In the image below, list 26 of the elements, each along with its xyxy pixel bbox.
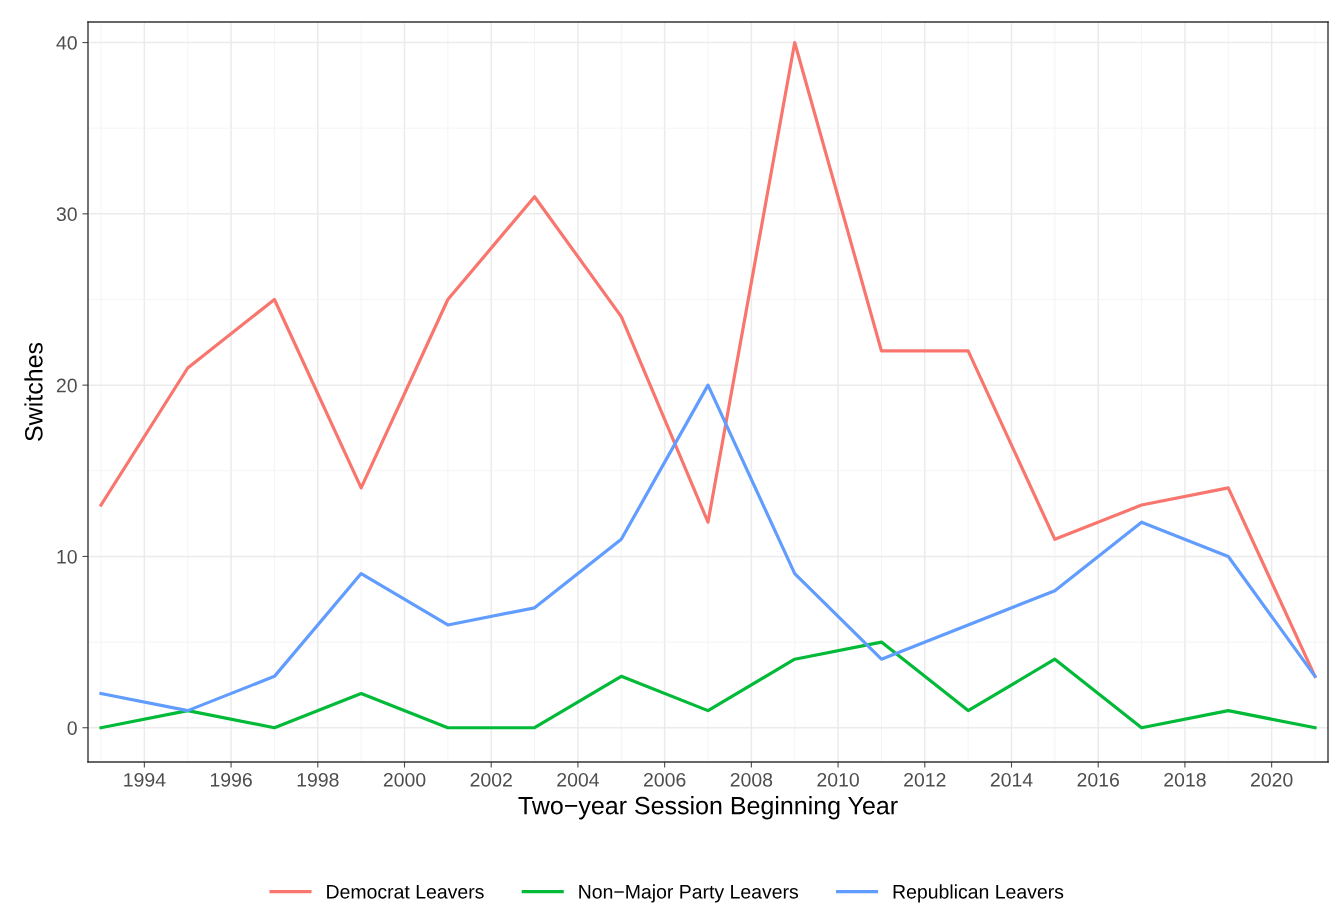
legend-label: Republican Leavers [893, 884, 1064, 903]
x-tick-label: 2006 [644, 772, 686, 787]
x-tick-label: 2012 [904, 772, 946, 787]
x-tick-label: 2008 [730, 772, 773, 787]
y-tick-label: 0 [67, 721, 77, 735]
y-tick-label: 20 [56, 378, 77, 393]
x-tick-label: 1994 [124, 772, 166, 787]
x-tick-label: 2002 [470, 772, 512, 787]
x-tick-label: 2000 [383, 772, 426, 787]
x-tick-label: 1996 [210, 772, 252, 787]
y-tick-label: 30 [56, 207, 77, 222]
y-tick-label: 10 [57, 549, 77, 564]
x-axis-title: Two−year Session Beginning Year [518, 796, 898, 820]
y-axis-title: Switches [24, 342, 43, 441]
x-tick-label: 2004 [557, 772, 599, 787]
x-tick-label: 2014 [990, 772, 1033, 787]
line-series [99, 383, 1317, 713]
x-tick-label: 2016 [1077, 772, 1119, 787]
x-tick-label: 2020 [1250, 772, 1293, 787]
legend-label: Democrat Leavers [327, 885, 484, 899]
line-series [99, 640, 1317, 730]
x-tick-label: 2010 [817, 772, 859, 787]
x-tick-label: 1998 [297, 772, 339, 787]
y-tick-label: 40 [56, 36, 77, 50]
legend-label: Non−Major Party Leavers [579, 884, 799, 903]
x-tick-label: 2018 [1164, 772, 1206, 787]
